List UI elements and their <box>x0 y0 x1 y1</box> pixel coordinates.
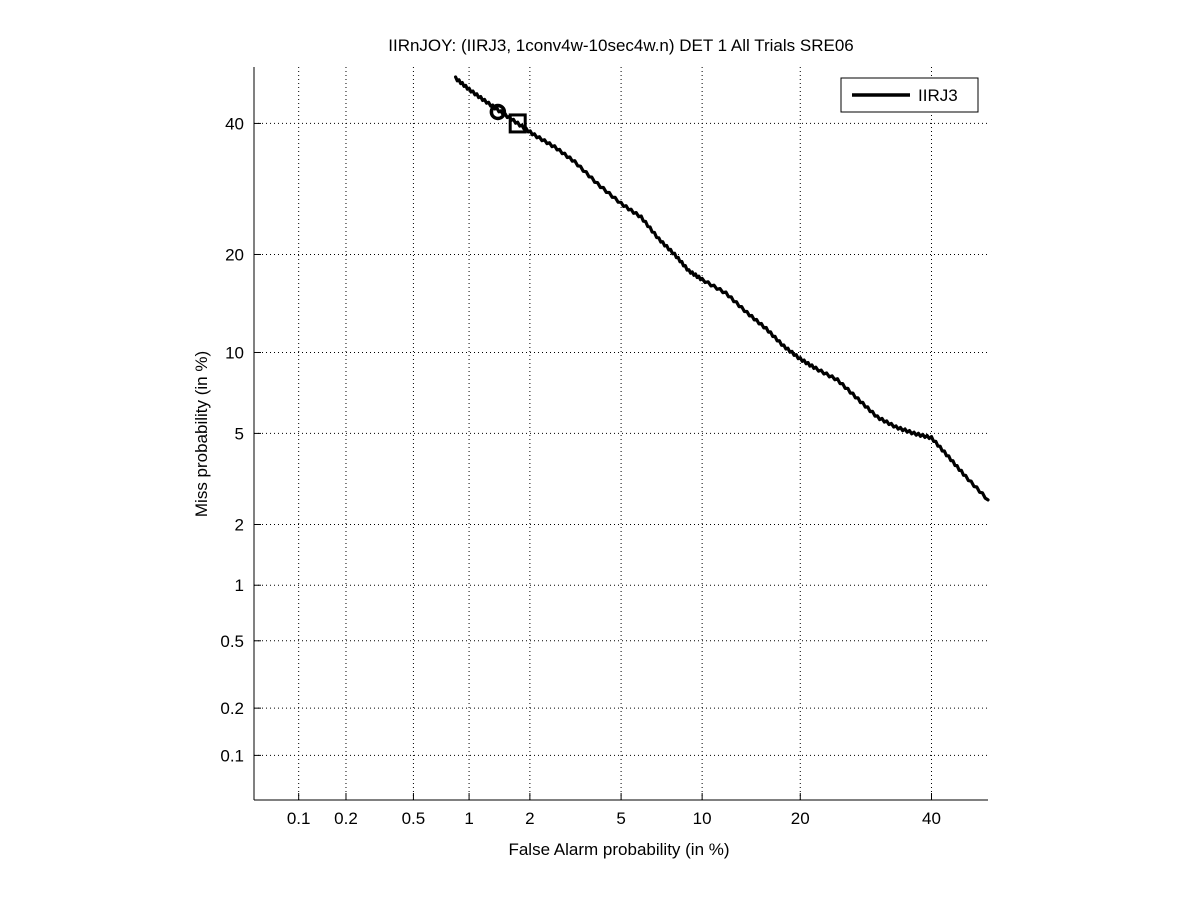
x-tick-label-6: 10 <box>693 809 712 828</box>
y-tick-label-6: 10 <box>225 343 244 362</box>
x-axis-ticks: 0.1 0.2 0.5 1 2 5 10 20 40 <box>287 793 941 828</box>
x-tick-label-7: 20 <box>791 809 810 828</box>
y-tick-label-4: 2 <box>235 515 244 534</box>
y-tick-label-7: 20 <box>225 245 244 264</box>
plot-frame <box>254 67 988 800</box>
series-layer <box>454 75 990 502</box>
y-tick-label-2: 0.5 <box>220 632 244 651</box>
y-tick-label-1: 0.2 <box>220 699 244 718</box>
y-axis-ticks: 0.1 0.2 0.5 1 2 5 10 20 40 <box>220 114 261 765</box>
y-tick-label-0: 0.1 <box>220 746 244 765</box>
x-tick-label-1: 0.2 <box>334 809 358 828</box>
x-tick-label-2: 0.5 <box>402 809 426 828</box>
y-tick-label-8: 40 <box>225 114 244 133</box>
x-axis-label: False Alarm probability (in %) <box>508 840 729 859</box>
y-tick-label-5: 5 <box>235 424 244 443</box>
x-tick-label-4: 2 <box>525 809 534 828</box>
y-axis-label: Miss probability (in %) <box>192 351 211 517</box>
marker-circle-0 <box>489 103 507 121</box>
y-tick-label-3: 1 <box>235 576 244 595</box>
x-tick-label-3: 1 <box>464 809 473 828</box>
plot-area: 0.1 0.2 0.5 1 2 5 10 20 40 0.1 0.2 0.5 1 2 5 10 20 40 <box>220 67 990 828</box>
marker-square-1 <box>508 113 527 134</box>
legend: IIRJ3 <box>840 77 979 113</box>
x-tick-label-8: 40 <box>922 809 941 828</box>
legend-entry-label: IIRJ3 <box>918 86 958 105</box>
x-tick-label-0: 0.1 <box>287 809 311 828</box>
x-tick-label-5: 5 <box>616 809 625 828</box>
series-line-0 <box>454 75 990 502</box>
marker-layer <box>489 103 527 134</box>
chart-title: IIRnJOY: (IIRJ3, 1conv4w-10sec4w.n) DET … <box>388 36 853 55</box>
